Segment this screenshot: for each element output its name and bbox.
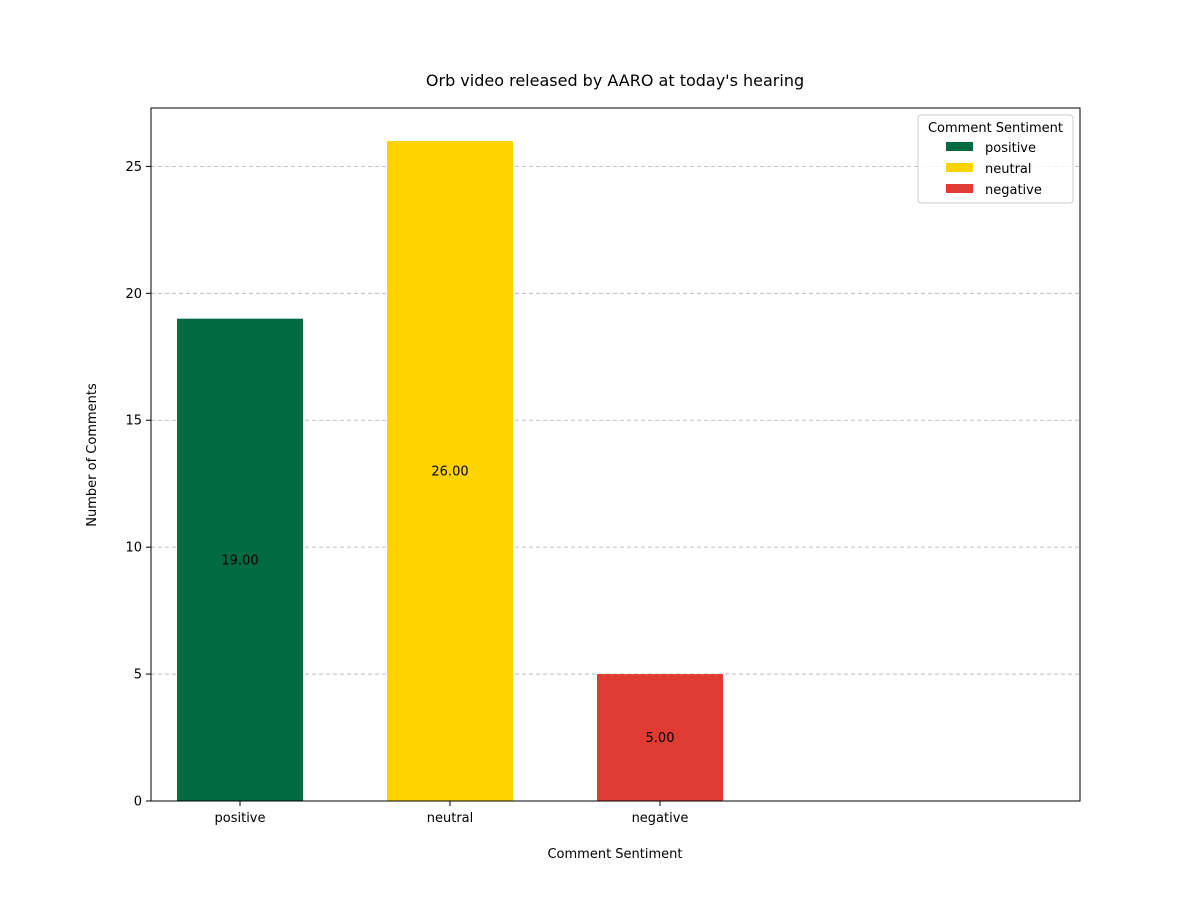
legend-box	[917, 114, 1074, 204]
bar-negative	[597, 674, 723, 801]
x-axis-ticks: positive neutral negative	[215, 801, 689, 826]
bar-value-label: 26.00	[431, 465, 468, 480]
y-axis-ticks: 0 5 10 15 20 25	[125, 160, 151, 810]
legend-swatch-negative	[946, 184, 973, 193]
y-tick-label: 10	[125, 541, 142, 556]
y-tick-label: 5	[134, 668, 142, 683]
plot-frame	[150, 107, 1081, 802]
x-tick-label: positive	[215, 811, 266, 826]
legend-title: Comment Sentiment	[928, 121, 1063, 136]
chart-title: Orb video released by AARO at today's he…	[426, 71, 804, 90]
legend-entry-neutral: neutral	[985, 162, 1032, 177]
bars	[177, 141, 723, 801]
legend-swatch-neutral	[946, 163, 973, 172]
x-tick-label: negative	[632, 811, 689, 826]
bar-value-labels: 19.00 26.00 5.00	[221, 465, 674, 747]
legend-entry-negative: negative	[985, 183, 1042, 198]
y-tick-label: 25	[125, 160, 142, 175]
y-tick-label: 0	[134, 795, 142, 810]
legend-swatch-positive	[946, 142, 973, 151]
y-axis-label: Number of Comments	[85, 383, 100, 527]
x-axis-label: Comment Sentiment	[547, 847, 682, 862]
bar-value-label: 5.00	[646, 731, 675, 746]
legend: Comment Sentiment positive neutral negativ…	[917, 114, 1074, 204]
y-tick-label: 15	[125, 414, 142, 429]
legend-entry-positive: positive	[985, 141, 1036, 156]
bar-value-label: 19.00	[221, 553, 258, 568]
bar-neutral	[387, 141, 513, 801]
bar-positive	[177, 318, 303, 801]
y-tick-label: 20	[125, 287, 142, 302]
x-tick-label: neutral	[427, 811, 474, 826]
